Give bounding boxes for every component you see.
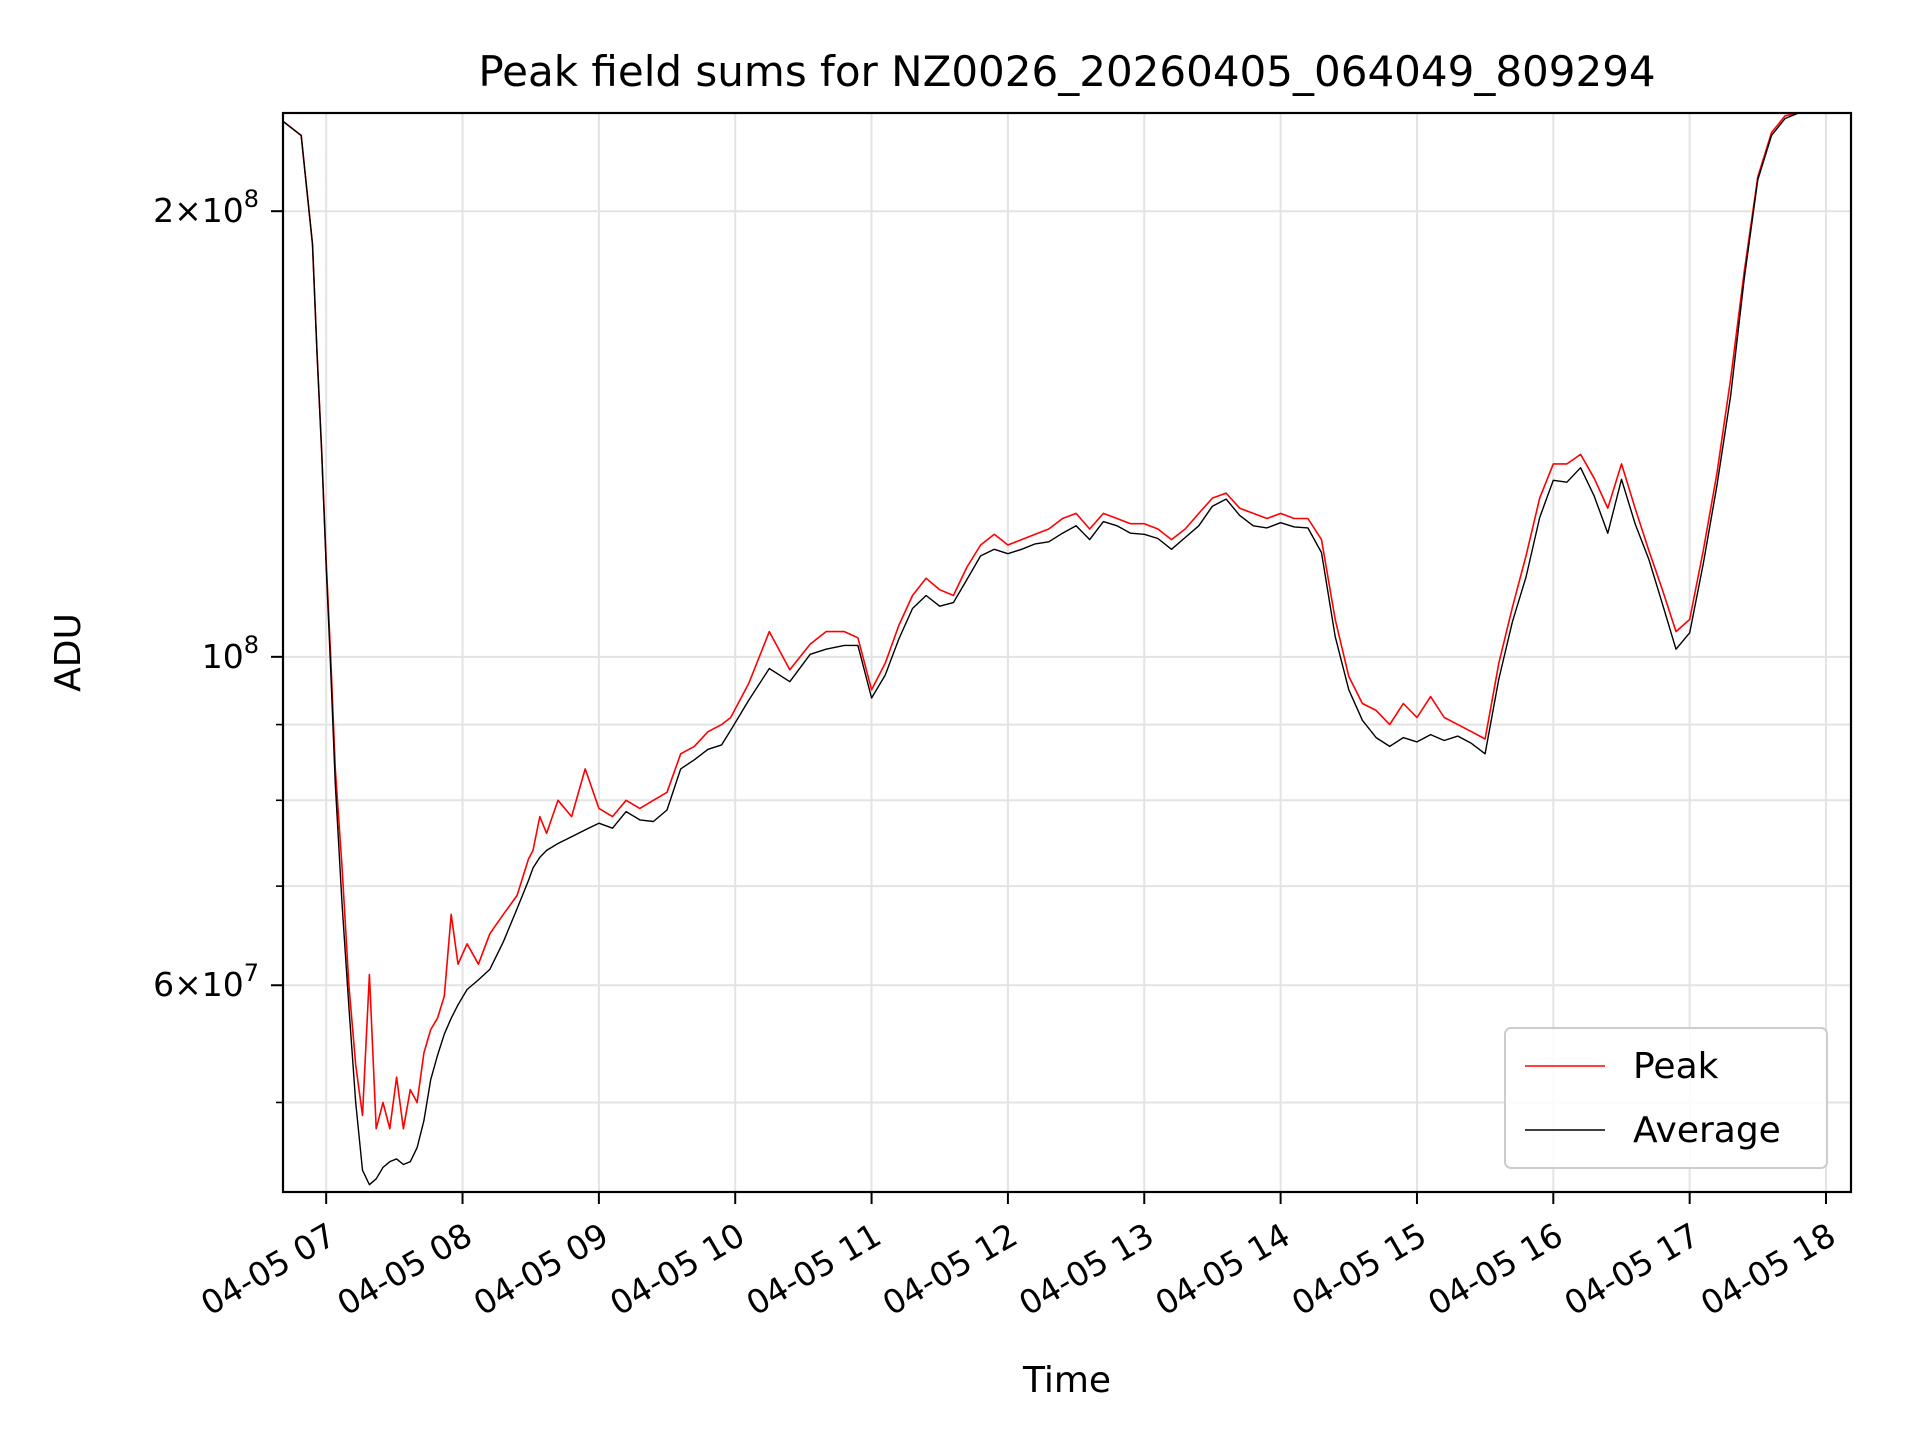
y-tick-mantissa: 2 (153, 191, 174, 230)
y-tick-exponent: 8 (244, 631, 259, 659)
legend-box (1504, 1027, 1828, 1169)
x-axis-label: Time (1022, 1360, 1111, 1401)
y-tick-base: 10 (202, 191, 244, 230)
y-tick-mantissa: 6 (153, 965, 174, 1004)
y-tick-base: 10 (202, 965, 244, 1004)
series-line-average (282, 112, 1851, 1186)
chart-title: Peak field sums for NZ0026_20260405_0640… (478, 47, 1655, 96)
series-line-peak (282, 112, 1851, 1130)
y-tick-label: 108 (202, 631, 259, 676)
grid (283, 113, 1851, 1192)
y-tick-times: × (174, 191, 202, 230)
y-axis-label: ADU (48, 613, 89, 692)
y-tick-label: 6×107 (153, 959, 259, 1004)
y-tick-exponent: 8 (244, 185, 259, 213)
plot-series (282, 112, 1851, 1186)
y-tick-label: 2×108 (153, 185, 259, 230)
legend-label-peak: Peak (1633, 1046, 1719, 1087)
y-tick-exponent: 7 (244, 959, 259, 987)
legend-label-average: Average (1633, 1110, 1781, 1151)
y-tick-times: × (174, 965, 202, 1004)
plot-area-frame (281, 111, 1853, 1194)
legend: Peak Average (1504, 1027, 1828, 1169)
y-tick-base: 10 (202, 637, 244, 676)
